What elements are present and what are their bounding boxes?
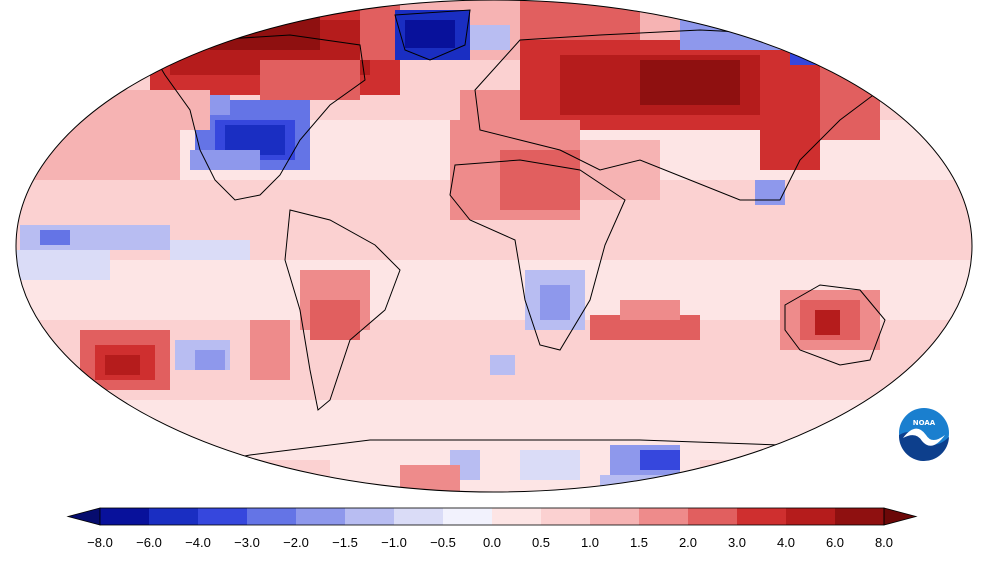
anomaly-cell	[500, 150, 580, 210]
anomaly-cell	[400, 465, 460, 492]
anomaly-cell	[755, 180, 785, 205]
anomaly-cell	[490, 355, 515, 375]
legend-tick-label: 1.5	[630, 535, 648, 550]
anomaly-cell	[190, 150, 260, 170]
greenland-coastline	[394, 9, 471, 61]
legend-swatch	[296, 508, 345, 525]
legend-swatch	[100, 508, 149, 525]
legend-tick-label: −1.0	[381, 535, 407, 550]
noaa-logo-lower-half	[898, 431, 949, 462]
legend-tick-label: −6.0	[136, 535, 162, 550]
legend-tick-label: 4.0	[777, 535, 795, 550]
anomaly-cell	[680, 20, 790, 50]
anomaly-cell	[405, 20, 455, 48]
anomaly-cell	[830, 20, 860, 40]
temperature-anomaly-map: NOAA	[15, 0, 973, 493]
legend-color-bar	[66, 507, 918, 526]
legend-swatch	[492, 508, 541, 525]
legend-tick-label: 0.5	[532, 535, 550, 550]
anomaly-cell	[195, 350, 225, 370]
anomaly-cell	[640, 450, 680, 470]
legend-tick-label: −4.0	[185, 535, 211, 550]
legend-tick-label: −8.0	[87, 535, 113, 550]
legend-swatch	[737, 508, 786, 525]
legend-swatch	[247, 508, 296, 525]
legend-tick-label: 1.0	[581, 535, 599, 550]
anomaly-cell	[60, 90, 210, 130]
antarctica-coastline	[159, 439, 841, 492]
anomaly-cell	[260, 60, 360, 100]
eurasia-coastline	[474, 29, 881, 201]
legend-frame	[99, 507, 885, 526]
anomaly-grid-cells	[16, 0, 972, 492]
noaa-logo: NOAA	[897, 406, 951, 462]
anomaly-cell	[230, 460, 330, 490]
anomaly-cell	[815, 310, 840, 335]
legend-low-arrow	[66, 507, 101, 526]
legend-swatch	[786, 508, 835, 525]
legend-tick-label: 8.0	[875, 535, 893, 550]
anomaly-cell	[16, 250, 110, 280]
anomaly-cell	[170, 240, 250, 260]
legend-swatch	[590, 508, 639, 525]
legend-swatch	[345, 508, 394, 525]
land-outlines	[149, 9, 886, 492]
anomaly-cell	[760, 130, 820, 170]
anomaly-cell	[620, 300, 680, 320]
anomaly-cell	[310, 300, 360, 340]
anomaly-cell	[820, 60, 880, 140]
legend-tick-labels: −8.0 −6.0 −4.0 −3.0 −2.0 −1.5 −1.0 −0.5 0.0 0.5 1.…	[87, 535, 893, 550]
legend-swatch	[639, 508, 688, 525]
anomaly-cell	[470, 25, 510, 50]
seagull-icon	[903, 428, 945, 446]
legend-tick-label: −2.0	[283, 535, 309, 550]
legend-swatch	[835, 508, 884, 525]
anomaly-cell	[520, 450, 580, 480]
legend-swatch	[443, 508, 492, 525]
legend-tick-label: 3.0	[728, 535, 746, 550]
legend-swatch	[541, 508, 590, 525]
anomaly-cell	[640, 60, 740, 105]
legend-tick-label: −0.5	[430, 535, 456, 550]
north-america-coastline	[149, 34, 366, 201]
map-clip-group	[16, 0, 972, 492]
legend-swatch	[149, 508, 198, 525]
legend-tick-label: 0.0	[483, 535, 501, 550]
anomaly-cell	[540, 285, 570, 320]
map-outline	[15, 0, 973, 493]
legend-swatch	[198, 508, 247, 525]
legend-tick-label: −1.5	[332, 535, 358, 550]
anomaly-cell	[360, 0, 400, 60]
legend-tick-label: 2.0	[679, 535, 697, 550]
color-legend: −8.0 −6.0 −4.0 −3.0 −2.0 −1.5 −1.0 −0.5 0.0 0.5 1.…	[66, 507, 918, 550]
noaa-logo-text: NOAA	[913, 419, 936, 427]
legend-swatch	[394, 508, 443, 525]
anomaly-cell	[40, 230, 70, 245]
south-america-coastline	[284, 209, 401, 411]
anomaly-cell	[16, 400, 972, 492]
anomaly-cell	[460, 90, 520, 130]
anomaly-cell	[580, 140, 660, 200]
anomaly-cell	[600, 475, 680, 492]
africa-coastline	[449, 159, 626, 351]
anomaly-cell	[20, 130, 180, 180]
australia-coastline	[784, 284, 886, 366]
legend-swatch	[688, 508, 737, 525]
legend-tick-label: −3.0	[234, 535, 260, 550]
anomaly-cell	[250, 320, 290, 380]
anomaly-cell	[105, 355, 140, 375]
anomaly-cell	[790, 40, 850, 65]
legend-tick-label: 6.0	[826, 535, 844, 550]
legend-high-arrow	[883, 507, 918, 526]
